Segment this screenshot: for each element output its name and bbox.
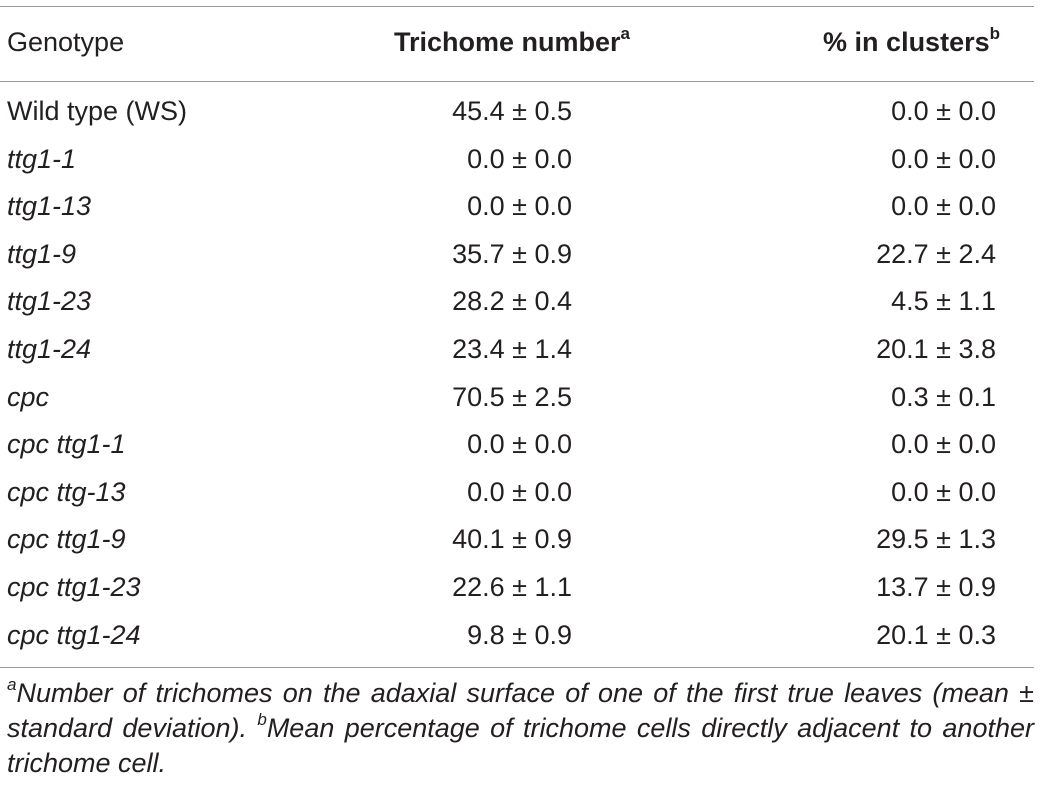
table-row: ttg1-13 0.0 ± 0.0 0.0 ± 0.0 — [0, 189, 1040, 237]
footnote-a-text: Number of trichomes on the adaxial surfa… — [7, 678, 1034, 743]
cell-clusters: 29.5 ± 1.3 — [876, 524, 996, 555]
cell-trichome-number: 0.0 ± 0.0 — [467, 191, 572, 222]
cell-trichome-number: 35.7 ± 0.9 — [452, 238, 572, 269]
cell-trichome-number: 28.2 ± 0.4 — [452, 286, 572, 317]
cell-clusters: 20.1 ± 3.8 — [876, 333, 996, 364]
cell-genotype: cpc ttg1-23 — [7, 571, 141, 602]
cell-genotype: cpc ttg-13 — [7, 476, 126, 507]
cell-clusters: 0.0 ± 0.0 — [891, 429, 996, 460]
cell-clusters: 0.3 ± 0.1 — [891, 381, 996, 412]
cell-trichome-number: 0.0 ± 0.0 — [467, 429, 572, 460]
footnote-b-text: Mean percentage of trichome cells direct… — [7, 713, 1034, 778]
cell-genotype: ttg1-13 — [7, 191, 92, 222]
footnote-marker-a: a — [620, 24, 630, 43]
cell-genotype: cpc ttg1-9 — [7, 524, 126, 555]
table-row: cpc ttg1-24 9.8 ± 0.9 20.1 ± 0.3 — [0, 618, 1040, 666]
table-footnote: aNumber of trichomes on the adaxial surf… — [7, 676, 1034, 781]
cell-clusters: 0.0 ± 0.0 — [891, 476, 996, 507]
cell-trichome-number: 22.6 ± 1.1 — [452, 571, 572, 602]
cell-clusters: 20.1 ± 0.3 — [876, 619, 996, 650]
table-row: cpc ttg1-1 0.0 ± 0.0 0.0 ± 0.0 — [0, 427, 1040, 475]
cell-trichome-number: 45.4 ± 0.5 — [452, 96, 572, 126]
header-trichome-number: Trichome numbera — [394, 25, 630, 59]
cell-trichome-number: 0.0 ± 0.0 — [467, 143, 572, 174]
table-row: ttg1-23 28.2 ± 0.4 4.5 ± 1.1 — [0, 284, 1040, 332]
top-rule — [0, 6, 1034, 7]
cell-genotype: ttg1-24 — [7, 333, 92, 364]
cell-trichome-number: 9.8 ± 0.9 — [467, 619, 572, 650]
footnote-b-marker: b — [257, 710, 267, 729]
table-row: ttg1-24 23.4 ± 1.4 20.1 ± 3.8 — [0, 332, 1040, 380]
header-genotype: Genotype — [7, 27, 125, 57]
cell-genotype: cpc — [7, 381, 50, 412]
footnote-a-marker: a — [7, 675, 17, 694]
cell-trichome-number: 0.0 ± 0.0 — [467, 476, 572, 507]
cell-trichome-number: 40.1 ± 0.9 — [452, 524, 572, 555]
cell-genotype: Wild type (WS) — [7, 96, 188, 126]
cell-clusters: 4.5 ± 1.1 — [891, 286, 996, 317]
cell-trichome-number: 70.5 ± 2.5 — [452, 381, 572, 412]
cell-genotype: cpc ttg1-24 — [7, 619, 141, 650]
table-row: cpc ttg-13 0.0 ± 0.0 0.0 ± 0.0 — [0, 475, 1040, 523]
cell-genotype: cpc ttg1-1 — [7, 429, 126, 460]
cell-clusters: 22.7 ± 2.4 — [876, 238, 996, 269]
table-body: Wild type (WS) 45.4 ± 0.5 0.0 ± 0.0 ttg1-1 0… — [0, 94, 1040, 665]
table-row: ttg1-9 35.7 ± 0.9 22.7 ± 2.4 — [0, 237, 1040, 285]
cell-clusters: 0.0 ± 0.0 — [891, 191, 996, 222]
footnote-marker-b: b — [989, 24, 1000, 43]
bottom-rule — [0, 667, 1034, 668]
cell-genotype: ttg1-23 — [7, 286, 92, 317]
header-trichome-number-label: Trichome number — [393, 27, 621, 57]
cell-genotype: ttg1-1 — [7, 143, 77, 174]
table-row: Wild type (WS) 45.4 ± 0.5 0.0 ± 0.0 — [0, 94, 1040, 142]
table-row: cpc ttg1-23 22.6 ± 1.1 13.7 ± 0.9 — [0, 570, 1040, 618]
cell-clusters: 0.0 ± 0.0 — [891, 96, 996, 126]
cell-trichome-number: 23.4 ± 1.4 — [452, 333, 572, 364]
table-row: ttg1-1 0.0 ± 0.0 0.0 ± 0.0 — [0, 142, 1040, 190]
header-clusters-label: % in clusters — [823, 27, 990, 57]
header-clusters: % in clustersb — [823, 25, 1000, 59]
cell-clusters: 0.0 ± 0.0 — [891, 143, 996, 174]
table-row: cpc 70.5 ± 2.5 0.3 ± 0.1 — [0, 380, 1040, 428]
table-row: cpc ttg1-9 40.1 ± 0.9 29.5 ± 1.3 — [0, 522, 1040, 570]
header-rule — [0, 81, 1034, 82]
cell-clusters: 13.7 ± 0.9 — [876, 571, 996, 602]
cell-genotype: ttg1-9 — [7, 238, 77, 269]
